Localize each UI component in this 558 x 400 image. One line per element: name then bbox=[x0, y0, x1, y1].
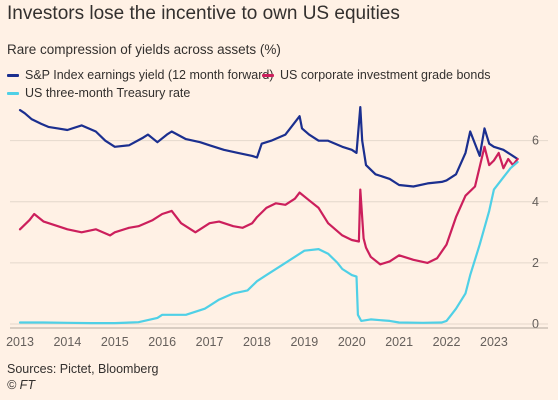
y-tick-label-0: 0 bbox=[532, 317, 539, 331]
series-line-2 bbox=[18, 161, 519, 325]
line-chart: 0 2 4 6 2013 2014 2015 2016 2017 2018 2019 2020 2021… bbox=[6, 106, 548, 349]
y-tick-label-2: 2 bbox=[532, 256, 539, 270]
chart-subtitle: Rare compression of yields across assets… bbox=[7, 42, 281, 57]
series-line-1 bbox=[18, 145, 519, 266]
x-tick-label-2016: 2016 bbox=[148, 335, 176, 349]
x-tick-label-2014: 2014 bbox=[53, 335, 81, 349]
x-tick-label-2021: 2021 bbox=[385, 335, 413, 349]
legend-swatch-treasury bbox=[7, 91, 19, 95]
x-tick-label-2023: 2023 bbox=[480, 335, 508, 349]
legend-item-treasury: US three-month Treasury rate bbox=[7, 86, 190, 100]
legend-item-corp-bonds: US corporate investment grade bonds bbox=[262, 68, 491, 82]
x-tick-label-2020: 2020 bbox=[338, 335, 366, 349]
legend-item-sp-earnings: S&P Index earnings yield (12 month forwa… bbox=[7, 68, 274, 82]
legend-swatch-sp-earnings bbox=[7, 73, 19, 77]
x-tick-label-2019: 2019 bbox=[290, 335, 318, 349]
x-tick-label-2015: 2015 bbox=[101, 335, 129, 349]
legend-label-corp-bonds: US corporate investment grade bonds bbox=[280, 68, 491, 82]
sources-note: Sources: Pictet, Bloomberg bbox=[7, 362, 159, 376]
legend-swatch-corp-bonds bbox=[262, 73, 274, 77]
copyright-note: © FT bbox=[7, 378, 35, 392]
y-tick-label-4: 4 bbox=[532, 195, 539, 209]
x-tick-label-2017: 2017 bbox=[196, 335, 224, 349]
series-line-0 bbox=[18, 106, 519, 188]
legend-label-sp-earnings: S&P Index earnings yield (12 month forwa… bbox=[25, 68, 274, 82]
x-tick-label-2013: 2013 bbox=[6, 335, 34, 349]
legend-label-treasury: US three-month Treasury rate bbox=[25, 86, 191, 100]
x-tick-label-2018: 2018 bbox=[243, 335, 271, 349]
chart-title: Investors lose the incentive to own US e… bbox=[7, 3, 400, 24]
x-tick-label-2022: 2022 bbox=[433, 335, 461, 349]
y-tick-label-6: 6 bbox=[532, 134, 539, 148]
